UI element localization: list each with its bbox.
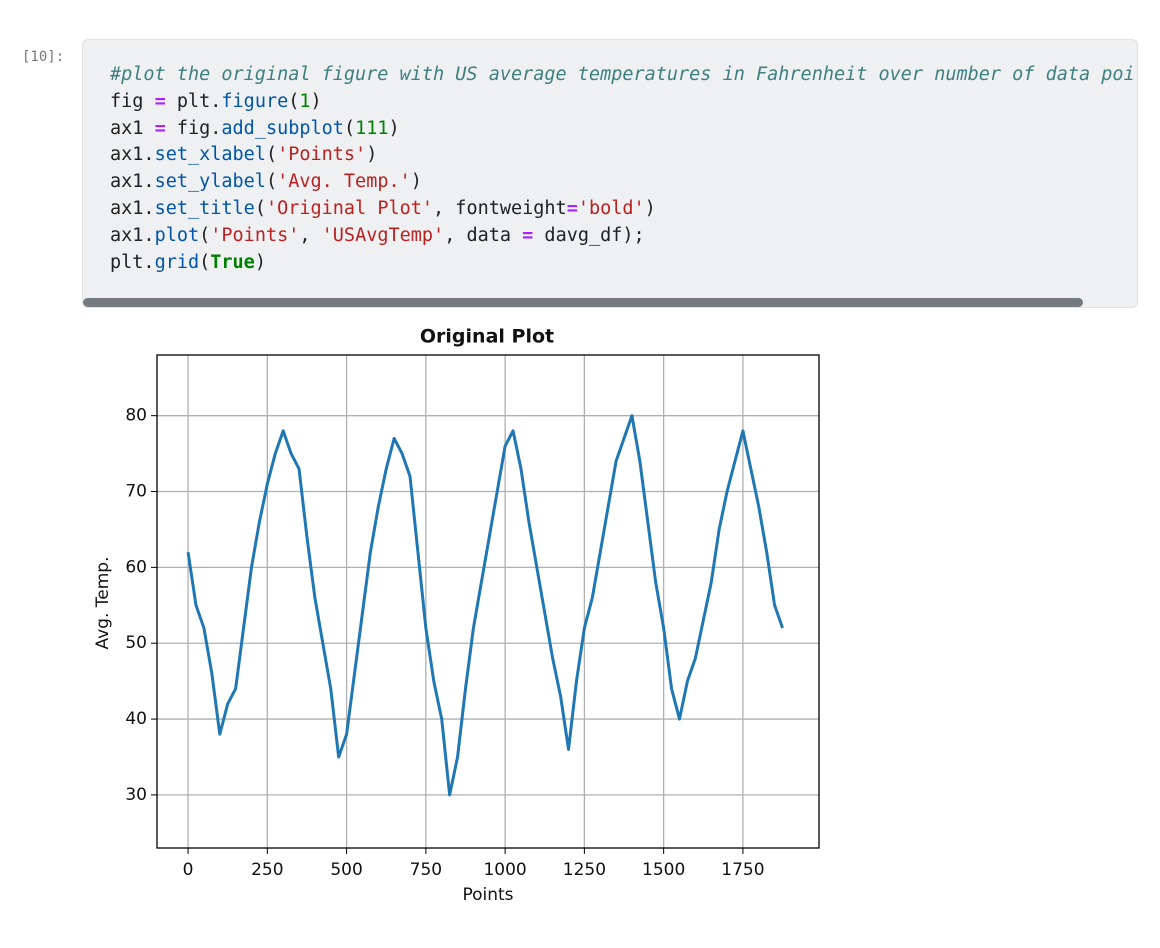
code-token: True	[210, 251, 255, 273]
code-token: )	[644, 197, 656, 219]
scrollbar[interactable]	[83, 298, 1083, 307]
code-token: davg_df);	[533, 224, 645, 246]
code-line: plt.grid(True)	[110, 250, 1135, 277]
code-token: add_subplot	[221, 117, 344, 139]
y-tick-label: 30	[125, 785, 147, 805]
code-token: set_title	[154, 197, 255, 219]
cell-prompt: [10]:	[22, 49, 65, 65]
code-token: =	[522, 224, 534, 246]
code-token: 'USAvgTemp'	[321, 224, 445, 246]
x-tick-label: 1000	[483, 860, 526, 880]
code-token: figure	[221, 90, 289, 112]
code-token: )	[410, 171, 422, 193]
code-token: ,	[299, 224, 322, 246]
chart: Original Plot Points Avg. Temp. 0 250 500 7…	[93, 326, 820, 905]
y-tick-label: 70	[125, 482, 147, 502]
code-token: (	[343, 117, 356, 139]
code-line: #plot the original figure with US averag…	[110, 62, 1135, 89]
code-token: ax1	[110, 117, 155, 139]
x-tick-label: 750	[410, 860, 442, 880]
x-axis-label: Points	[462, 885, 513, 905]
code-token: ax1.	[110, 144, 155, 166]
code-token: , fontweight	[433, 197, 567, 219]
x-tick-label: 0	[183, 860, 194, 880]
code-token: )	[254, 251, 266, 273]
code-token: 'Points'	[277, 144, 367, 166]
plot-frame	[156, 354, 820, 849]
x-tick-label: 1500	[642, 860, 685, 880]
code-cell[interactable]: #plot the original figure with US averag…	[82, 39, 1138, 308]
code-line: ax1.set_ylabel('Avg. Temp.')	[110, 169, 1135, 196]
code-token: )	[310, 90, 322, 112]
y-axis-label: Avg. Temp.	[93, 556, 113, 649]
code-token: 1	[299, 90, 311, 112]
code-token: (	[265, 171, 278, 193]
code-token: fig.	[165, 117, 222, 139]
code-token: ax1.	[110, 224, 155, 246]
code-token: #plot the original figure with US averag…	[110, 64, 1135, 85]
code-token: set_xlabel	[154, 144, 266, 166]
code-token: 'Original Plot'	[265, 197, 434, 219]
code-token: 'Avg. Temp.'	[277, 171, 411, 193]
code-token: ax1.	[110, 171, 155, 193]
y-tick-label: 50	[125, 633, 147, 653]
code-line: ax1.set_title('Original Plot', fontweigh…	[110, 196, 1135, 223]
code-token: 'Points'	[210, 224, 300, 246]
y-tick-label: 60	[125, 557, 147, 577]
code-token: ax1.	[110, 197, 155, 219]
code-token: plt.	[165, 90, 222, 112]
x-tick-label: 1750	[721, 860, 764, 880]
code-token: )	[388, 117, 400, 139]
code-token: plt.	[110, 251, 155, 273]
x-tick-label: 500	[330, 860, 362, 880]
code-token: )	[366, 144, 378, 166]
code-token: =	[566, 197, 578, 219]
code-line: ax1.set_xlabel('Points')	[110, 142, 1135, 169]
code-token: (	[265, 144, 278, 166]
code-token: set_ylabel	[154, 171, 266, 193]
code-token: (	[288, 90, 300, 112]
code-line: fig = plt.figure(1)	[110, 89, 1135, 116]
code-line: ax1.plot('Points', 'USAvgTemp', data = d…	[110, 223, 1135, 250]
code-line: ax1 = fig.add_subplot(111)	[110, 116, 1135, 143]
code-token: =	[154, 90, 166, 112]
code-token: (	[199, 224, 211, 246]
chart-title: Original Plot	[420, 326, 554, 348]
code-token: plot	[154, 224, 200, 246]
code-token: (	[199, 251, 211, 273]
data-line	[186, 414, 784, 797]
code-token: , data	[444, 224, 523, 246]
code-token: (	[254, 197, 266, 219]
code-token: grid	[154, 251, 200, 273]
code: #plot the original figure with US averag…	[110, 62, 1135, 276]
code-token: 'bold'	[577, 197, 645, 219]
x-tick-label: 1250	[563, 860, 606, 880]
x-tick-label: 250	[251, 860, 283, 880]
y-tick-label: 40	[125, 709, 147, 729]
code-token: fig	[110, 90, 155, 112]
y-tick-label: 80	[125, 406, 147, 426]
code-token: =	[154, 117, 166, 139]
code-token: 111	[355, 117, 389, 139]
